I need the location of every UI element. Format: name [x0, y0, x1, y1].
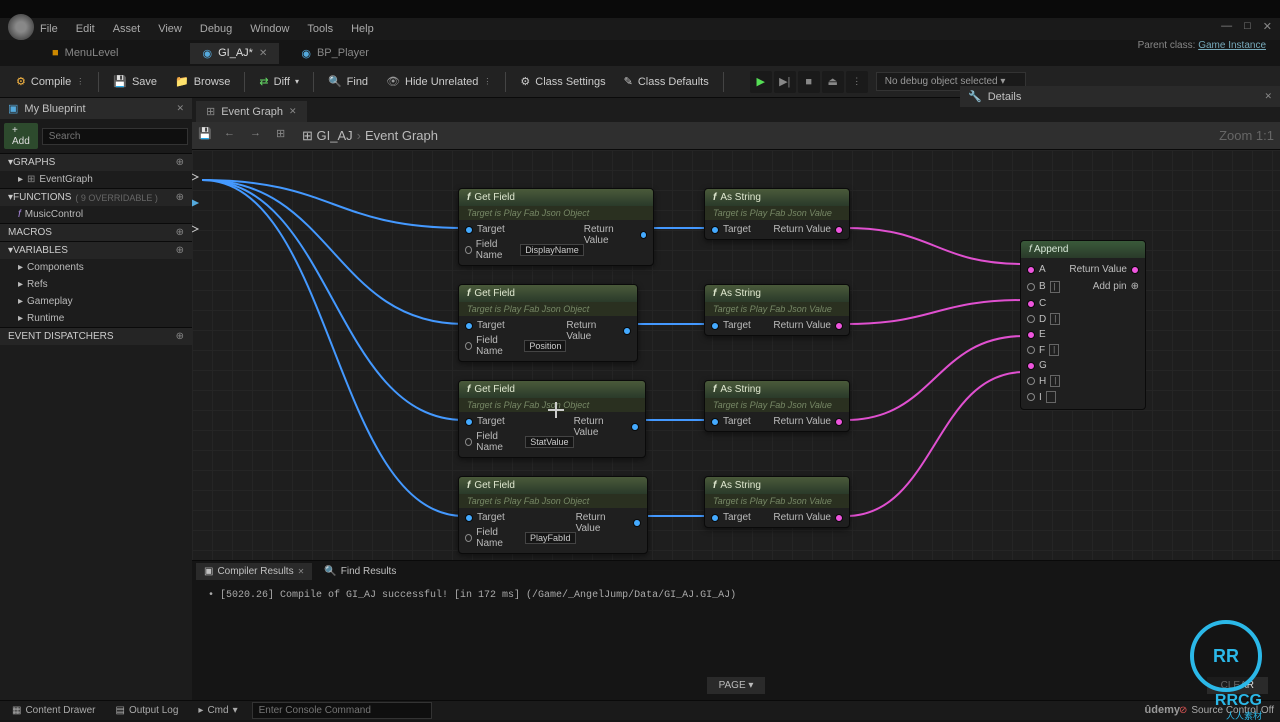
var-components[interactable]: ▸ Components — [0, 259, 192, 276]
content-drawer-button[interactable]: ▦Content Drawer — [6, 703, 101, 718]
details-close-icon[interactable]: ✕ — [1264, 91, 1272, 102]
play-button[interactable]: ▶ — [750, 71, 772, 93]
add-macro-icon[interactable]: ⊕ — [176, 227, 184, 238]
functions-section[interactable]: ▾ FUNCTIONS( 9 OVERRIDABLE )⊕ — [0, 188, 192, 206]
add-button[interactable]: + Add — [4, 123, 38, 149]
menu-edit[interactable]: Edit — [76, 23, 95, 35]
get-field-node-4[interactable]: fGet Field Target is Play Fab Json Objec… — [458, 476, 648, 554]
menu-help[interactable]: Help — [351, 23, 374, 35]
as-string-node-2[interactable]: fAs String Target is Play Fab Json Value… — [704, 284, 850, 336]
panel-close-icon[interactable]: ✕ — [176, 103, 184, 114]
eventgraph-item[interactable]: ▸ ⊞ EventGraph — [0, 171, 192, 188]
save-button[interactable]: 💾Save — [105, 71, 165, 92]
class-settings-button[interactable]: ⚙Class Settings — [512, 71, 613, 92]
browse-button[interactable]: 📁Browse — [167, 71, 238, 92]
close-icon[interactable]: ✕ — [1263, 20, 1272, 33]
compile-button[interactable]: ⚙Compile⋮ — [8, 71, 92, 92]
menu-view[interactable]: View — [158, 23, 182, 35]
udemy-watermark: ûdemy — [1145, 704, 1180, 716]
parent-class-label: Parent class: Game Instance — [1138, 40, 1266, 51]
exec-pin-icon — [192, 222, 200, 236]
as-string-node-4[interactable]: fAs String Target is Play Fab Json Value… — [704, 476, 850, 528]
find-button[interactable]: 🔍Find — [320, 71, 376, 92]
as-string-node-3[interactable]: fAs String Target is Play Fab Json Value… — [704, 380, 850, 432]
exec-pin-icon — [192, 170, 200, 184]
nav-save-icon[interactable]: 💾 — [198, 127, 216, 145]
minimize-icon[interactable]: — — [1221, 20, 1232, 33]
skip-button[interactable]: ▶| — [774, 71, 796, 93]
bottom-panel: ▣Compiler Results✕ 🔍Find Results • [5020… — [192, 560, 1280, 700]
eg-tab-close-icon[interactable]: ✕ — [289, 106, 297, 117]
tab-bp-player[interactable]: ◉BP_Player — [289, 43, 381, 64]
as-string-node-1[interactable]: fAs String Target is Play Fab Json Value… — [704, 188, 850, 240]
nav-grid-icon[interactable]: ⊞ — [276, 127, 294, 145]
add-pin-icon[interactable]: ⊕ — [1131, 281, 1139, 292]
menu-debug[interactable]: Debug — [200, 23, 232, 35]
add-dispatcher-icon[interactable]: ⊕ — [176, 331, 184, 342]
var-runtime[interactable]: ▸ Runtime — [0, 310, 192, 327]
console-input[interactable] — [252, 702, 432, 719]
nav-back-icon[interactable]: ← — [224, 127, 242, 145]
details-panel: 🔧Details✕ — [960, 86, 1280, 107]
macros-section[interactable]: MACROS⊕ — [0, 223, 192, 241]
ue-logo — [8, 14, 34, 40]
output-log-button[interactable]: ▤Output Log — [109, 703, 184, 718]
event-graph-tab[interactable]: ⊞Event Graph✕ — [196, 101, 307, 122]
add-graph-icon[interactable]: ⊕ — [176, 157, 184, 168]
breadcrumb: ⊞ GI_AJ›Event Graph — [302, 128, 438, 144]
page-selector[interactable]: PAGE ▾ — [707, 677, 766, 694]
get-field-node-3[interactable]: fGet Field Target is Play Fab Json Objec… — [458, 380, 646, 458]
compiler-results-tab[interactable]: ▣Compiler Results✕ — [196, 563, 312, 580]
var-gameplay[interactable]: ▸ Gameplay — [0, 293, 192, 310]
my-blueprint-panel: ▣My Blueprint✕ + Add ⚙ ▾ GRAPHS⊕ ▸ ⊞ Eve… — [0, 98, 192, 700]
music-control-item[interactable]: f MusicControl — [0, 206, 192, 223]
get-field-node-2[interactable]: fGet Field Target is Play Fab Json Objec… — [458, 284, 638, 362]
dispatchers-section[interactable]: EVENT DISPATCHERS⊕ — [0, 327, 192, 345]
cmd-button[interactable]: ▸Cmd ▾ — [192, 703, 243, 718]
exec-pin-icon — [192, 196, 200, 210]
diff-button[interactable]: ⇄Diff▾ — [251, 71, 307, 92]
nav-forward-icon[interactable]: → — [250, 127, 268, 145]
rrcg-watermark-text: RRCG — [1215, 692, 1262, 710]
graph-toolbar: 💾 ← → ⊞ ⊞ GI_AJ›Event Graph Zoom 1:1 — [192, 122, 1280, 150]
compiler-output: • [5020.26] Compile of GI_AJ successful!… — [192, 582, 1280, 671]
rrcg-watermark-logo: RR — [1190, 620, 1262, 692]
stop-button[interactable]: ■ — [798, 71, 820, 93]
add-variable-icon[interactable]: ⊕ — [176, 245, 184, 256]
add-function-icon[interactable]: ⊕ — [176, 192, 184, 203]
menu-tools[interactable]: Tools — [307, 23, 333, 35]
maximize-icon[interactable]: □ — [1244, 20, 1251, 33]
menu-bar: File Edit Asset View Debug Window Tools … — [0, 18, 1280, 40]
append-node[interactable]: f Append AReturn Value B|Add pin⊕ C D| E… — [1020, 240, 1146, 410]
menu-window[interactable]: Window — [250, 23, 289, 35]
hide-unrelated-button[interactable]: 👁Hide Unrelated⋮ — [378, 71, 499, 92]
find-results-tab[interactable]: 🔍Find Results — [316, 563, 404, 580]
menu-file[interactable]: File — [40, 23, 58, 35]
tab-gi-aj[interactable]: ◉GI_AJ*✕ — [190, 43, 279, 64]
play-options-button[interactable]: ⋮ — [846, 71, 868, 93]
class-defaults-button[interactable]: ✎Class Defaults — [616, 71, 717, 92]
parent-class-link[interactable]: Game Instance — [1198, 40, 1266, 51]
graphs-section[interactable]: ▾ GRAPHS⊕ — [0, 153, 192, 171]
window-controls: — □ ✕ — [1221, 20, 1272, 33]
eject-button[interactable]: ⏏ — [822, 71, 844, 93]
status-bar: ▦Content Drawer ▤Output Log ▸Cmd ▾ ⊘Sour… — [0, 700, 1280, 720]
menu-asset[interactable]: Asset — [113, 23, 141, 35]
search-input[interactable] — [42, 128, 188, 145]
rrcg-watermark-sub: 人人素材 — [1226, 709, 1262, 722]
document-tabs: ■MenuLevel ◉GI_AJ*✕ ◉BP_Player — [0, 40, 1280, 66]
tab-close-icon[interactable]: ✕ — [259, 48, 267, 59]
get-field-node-1[interactable]: fGet Field Target is Play Fab Json Objec… — [458, 188, 654, 266]
var-refs[interactable]: ▸ Refs — [0, 276, 192, 293]
tab-menulevel[interactable]: ■MenuLevel — [40, 43, 130, 63]
zoom-indicator: Zoom 1:1 — [1219, 128, 1274, 143]
variables-section[interactable]: ▾ VARIABLES⊕ — [0, 241, 192, 259]
my-blueprint-header: ▣My Blueprint✕ — [0, 98, 192, 119]
